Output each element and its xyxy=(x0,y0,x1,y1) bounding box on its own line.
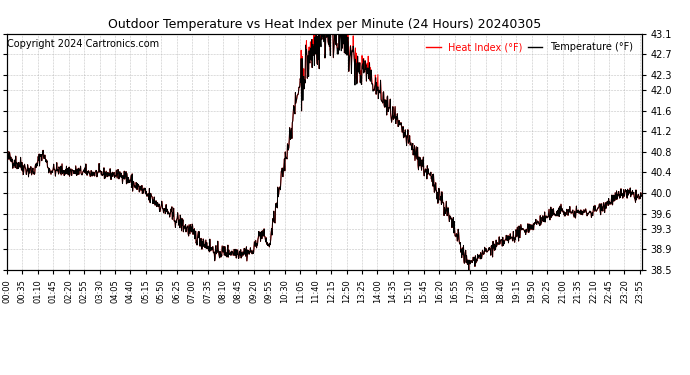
Title: Outdoor Temperature vs Heat Index per Minute (24 Hours) 20240305: Outdoor Temperature vs Heat Index per Mi… xyxy=(108,18,541,31)
Text: Copyright 2024 Cartronics.com: Copyright 2024 Cartronics.com xyxy=(7,39,159,50)
Legend: Heat Index (°F), Temperature (°F): Heat Index (°F), Temperature (°F) xyxy=(422,39,637,56)
